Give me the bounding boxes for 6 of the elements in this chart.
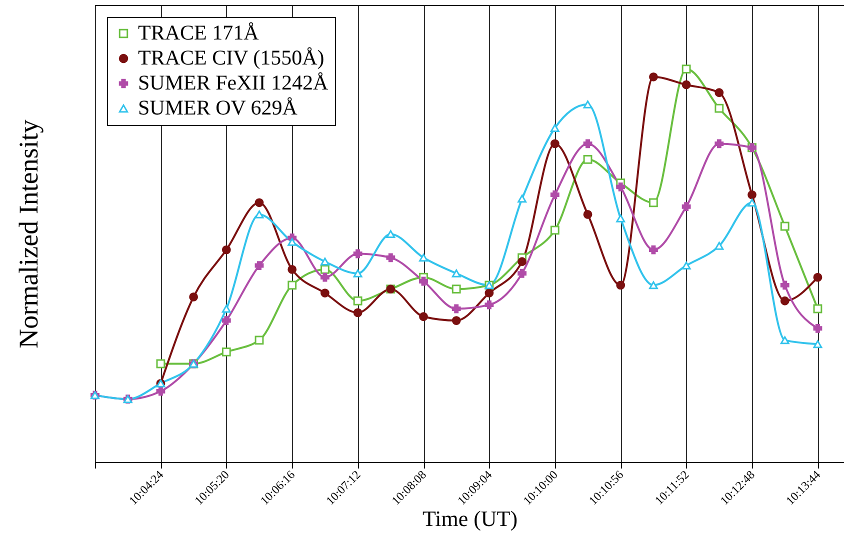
legend-label: SUMER OV 629Å [138, 96, 298, 120]
x-axis-title: Time (UT) [422, 506, 518, 531]
y-axis-title: Normalized Intensity [14, 119, 44, 348]
legend-label: TRACE CIV (1550Å) [138, 46, 324, 70]
legend-label: SUMER FeXII 1242Å [138, 70, 330, 94]
legend-label: TRACE 171Å [138, 20, 260, 44]
